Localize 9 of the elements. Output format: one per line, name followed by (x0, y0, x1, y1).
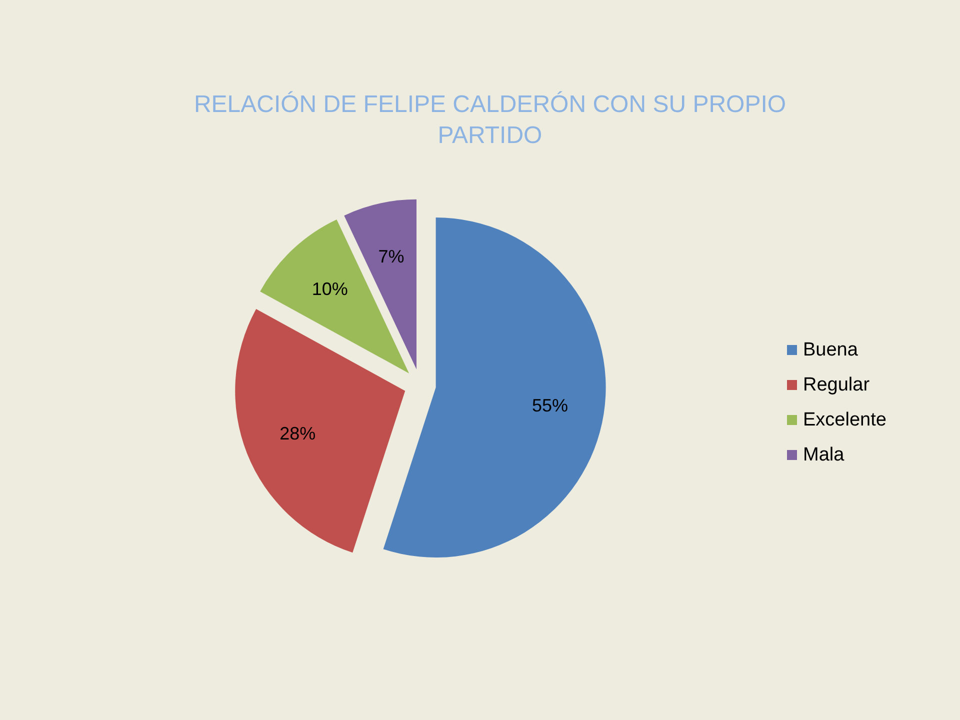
data-label: 55% (532, 396, 568, 416)
legend-label: Mala (803, 444, 845, 466)
legend-label: Buena (803, 340, 858, 360)
data-label: 10% (312, 279, 348, 300)
data-label: 28% (280, 423, 316, 444)
legend-label: Excelente (803, 410, 886, 430)
legend-label: Regular (803, 374, 870, 396)
chart-title: RELACIÓN DE FELIPE CALDERÓN CON SU PROPIO PARTIDO (194, 91, 786, 149)
data-label: 7% (378, 246, 404, 267)
